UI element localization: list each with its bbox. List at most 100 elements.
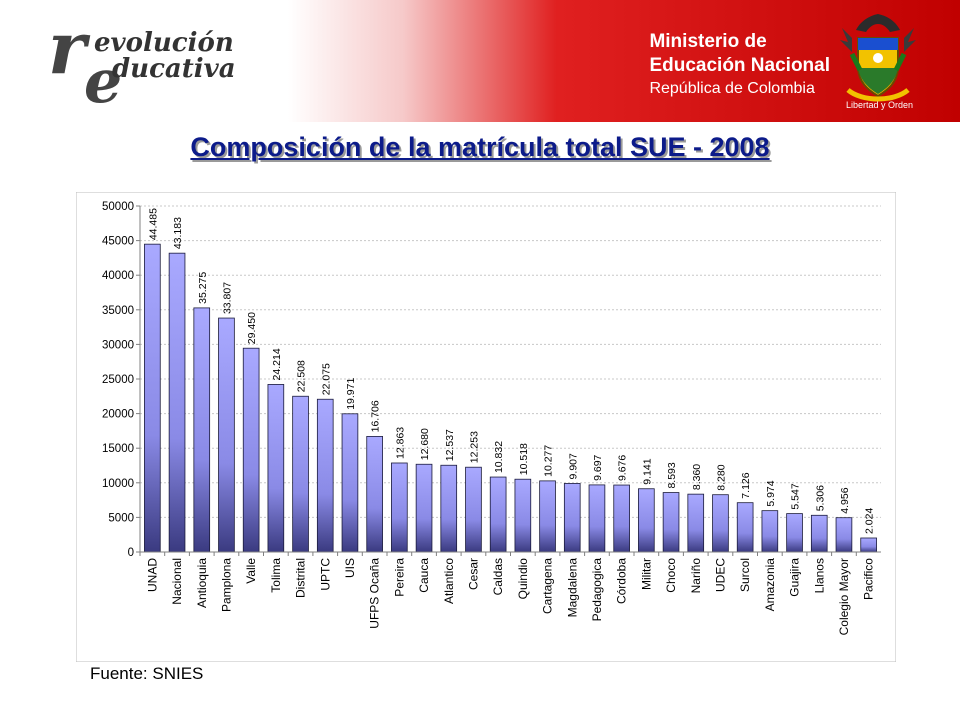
bar bbox=[242, 347, 260, 553]
x-category-label: Choco bbox=[664, 558, 678, 593]
ministry-line-1: Ministerio de bbox=[649, 31, 767, 52]
value-label: 4.956 bbox=[839, 487, 851, 513]
coat-of-arms-icon bbox=[840, 14, 916, 102]
y-tick-label: 40000 bbox=[102, 270, 134, 282]
value-label: 35.275 bbox=[197, 272, 209, 304]
x-category-label: Nacional bbox=[170, 558, 184, 605]
value-label: 24.214 bbox=[271, 348, 283, 380]
bar bbox=[712, 494, 729, 553]
bar-chart: 0 5000 10000 15000 20000 25000 30000 35000 40000… bbox=[76, 192, 896, 662]
value-label: 9.676 bbox=[617, 455, 629, 481]
y-axis-ticks: 0 5000 10000 15000 20000 25000 30000 35000 40000… bbox=[102, 201, 140, 559]
chart-title: Composición de la matrícula total SUE - … bbox=[190, 132, 770, 162]
bar bbox=[835, 517, 853, 553]
x-category-label: Distrital bbox=[294, 558, 308, 598]
x-category-label: Pacifico bbox=[862, 558, 876, 600]
x-category-label: Cauca bbox=[417, 558, 431, 593]
value-label: 16.706 bbox=[370, 400, 382, 432]
x-category-label: Militar bbox=[639, 558, 653, 590]
x-category-label: Colegio Mayor bbox=[837, 558, 851, 635]
bar bbox=[539, 480, 556, 553]
value-label: 10.518 bbox=[518, 443, 530, 475]
x-category-label: Surcol bbox=[738, 558, 752, 592]
bar bbox=[860, 537, 877, 553]
bar bbox=[638, 488, 655, 553]
ministry-line-3: República de Colombia bbox=[649, 80, 815, 97]
bar bbox=[292, 395, 309, 553]
logo-line-2: ducativa bbox=[112, 54, 236, 84]
header-banner: r e evolución ducativa Ministerio de Edu… bbox=[0, 0, 960, 122]
bar bbox=[168, 252, 186, 553]
value-label: 8.360 bbox=[691, 464, 703, 490]
bar bbox=[144, 243, 161, 553]
x-category-label: Pedagogica bbox=[590, 558, 604, 622]
value-label: 12.253 bbox=[468, 431, 480, 463]
bar bbox=[465, 466, 482, 553]
value-label: 2.024 bbox=[864, 508, 876, 534]
x-axis-labels: UNAD Nacional Antioquia Pamplona Valle Tolima… bbox=[139, 552, 876, 635]
ministry-logo-text: Ministerio de Educación Nacional Repúbli… bbox=[649, 30, 830, 100]
value-label: 43.183 bbox=[172, 217, 184, 249]
bars-group bbox=[144, 243, 877, 553]
ministry-line-2: Educación Nacional bbox=[649, 55, 830, 76]
value-label: 33.807 bbox=[221, 282, 233, 314]
value-label: 5.974 bbox=[765, 480, 777, 506]
bar bbox=[193, 307, 211, 553]
y-tick-label: 10000 bbox=[102, 478, 134, 490]
bar bbox=[316, 398, 334, 553]
bar bbox=[391, 462, 408, 553]
y-tick-label: 15000 bbox=[102, 443, 134, 455]
value-label: 10.832 bbox=[493, 441, 505, 473]
x-category-label: Caldas bbox=[491, 558, 505, 595]
bar bbox=[341, 413, 359, 553]
bar bbox=[366, 435, 383, 553]
x-category-label: UNAD bbox=[145, 558, 159, 592]
coat-caption: Libertad y Orden bbox=[846, 100, 914, 110]
bar bbox=[736, 502, 754, 553]
value-label: 9.141 bbox=[641, 458, 653, 484]
bar bbox=[810, 514, 828, 553]
bar bbox=[489, 476, 507, 553]
x-category-label: Llanos bbox=[812, 558, 826, 593]
x-category-label: Cartagena bbox=[541, 558, 555, 614]
x-category-label: UIS bbox=[343, 558, 357, 578]
value-label: 8.280 bbox=[715, 464, 727, 490]
value-label: 12.680 bbox=[419, 428, 431, 460]
value-labels: 44.485 43.183 35.275 33.807 29.450 24.214 22.5… bbox=[147, 208, 875, 534]
y-tick-label: 0 bbox=[128, 547, 134, 559]
value-label: 9.907 bbox=[567, 453, 579, 479]
y-tick-label: 50000 bbox=[102, 201, 134, 213]
bar bbox=[613, 484, 630, 553]
y-tick-label: 35000 bbox=[102, 305, 134, 317]
value-label: 10.277 bbox=[543, 445, 555, 477]
x-category-label: UDEC bbox=[713, 558, 727, 592]
x-category-label: Tolima bbox=[269, 558, 283, 593]
x-category-label: Valle bbox=[244, 558, 258, 584]
bar bbox=[563, 483, 581, 553]
value-label: 12.537 bbox=[444, 429, 456, 461]
x-category-label: Nariño bbox=[689, 558, 703, 594]
value-label: 22.075 bbox=[320, 363, 332, 395]
x-category-label: Quindio bbox=[516, 558, 530, 600]
value-label: 29.450 bbox=[246, 312, 258, 344]
chart-grid bbox=[140, 205, 881, 518]
value-label: 5.547 bbox=[790, 483, 802, 509]
bar bbox=[761, 510, 779, 553]
revolucion-educativa-logo: r e evolución ducativa bbox=[48, 5, 236, 118]
value-label: 9.697 bbox=[592, 454, 604, 480]
bar bbox=[662, 492, 680, 553]
bar bbox=[687, 493, 705, 553]
source-note: Fuente: SNIES bbox=[90, 664, 204, 683]
bar bbox=[514, 478, 532, 553]
bar bbox=[218, 317, 235, 553]
value-label: 22.508 bbox=[296, 360, 308, 392]
y-tick-label: 20000 bbox=[102, 409, 134, 421]
value-label: 8.593 bbox=[666, 462, 678, 488]
y-tick-label: 45000 bbox=[102, 236, 134, 248]
y-tick-label: 25000 bbox=[102, 374, 134, 386]
x-category-label: Córdoba bbox=[615, 558, 629, 604]
bar bbox=[786, 513, 803, 553]
x-category-label: Antioquia bbox=[195, 558, 209, 608]
x-category-label: Magdalena bbox=[565, 558, 579, 618]
x-category-label: UFPS Ocaña bbox=[368, 558, 382, 629]
